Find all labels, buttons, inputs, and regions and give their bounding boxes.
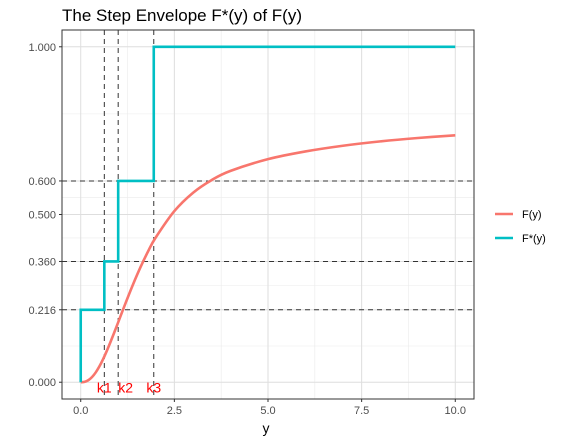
legend: F(y) F*(y) (495, 209, 546, 245)
y-tick-label: 0.600 (28, 176, 56, 188)
knot-label: k2 (118, 379, 133, 395)
series-line-2 (79, 45, 456, 383)
series-line-1 (80, 134, 456, 384)
knot-label: k3 (146, 379, 161, 395)
y-tick-label: 1.000 (28, 42, 56, 54)
x-tick-label: 10.0 (445, 405, 466, 417)
y-tick-label: 0.216 (28, 305, 56, 317)
x-tick-label: 2.5 (167, 405, 182, 417)
y-tick-label: 0.500 (28, 210, 56, 222)
axes: 0.0 2.5 5.0 7.5 10.0 0.000 0.216 0.360 0.500 0.60… (28, 29, 475, 417)
y-tick-label: 0.000 (28, 377, 56, 389)
knot-label: k1 (97, 379, 112, 395)
legend-label: F*(y) (522, 233, 546, 245)
x-tick-label: 0.0 (73, 405, 88, 417)
x-tick-label: 5.0 (260, 405, 275, 417)
series-lines (79, 45, 456, 384)
chart-title: The Step Envelope F*(y) of F(y) (62, 6, 302, 25)
x-tick-label: 7.5 (354, 405, 369, 417)
knot-annotations: k1 k2 k3 (97, 379, 161, 395)
y-tick-label: 0.360 (28, 256, 56, 268)
legend-label: F(y) (522, 209, 542, 221)
x-axis-title: y (263, 420, 270, 436)
